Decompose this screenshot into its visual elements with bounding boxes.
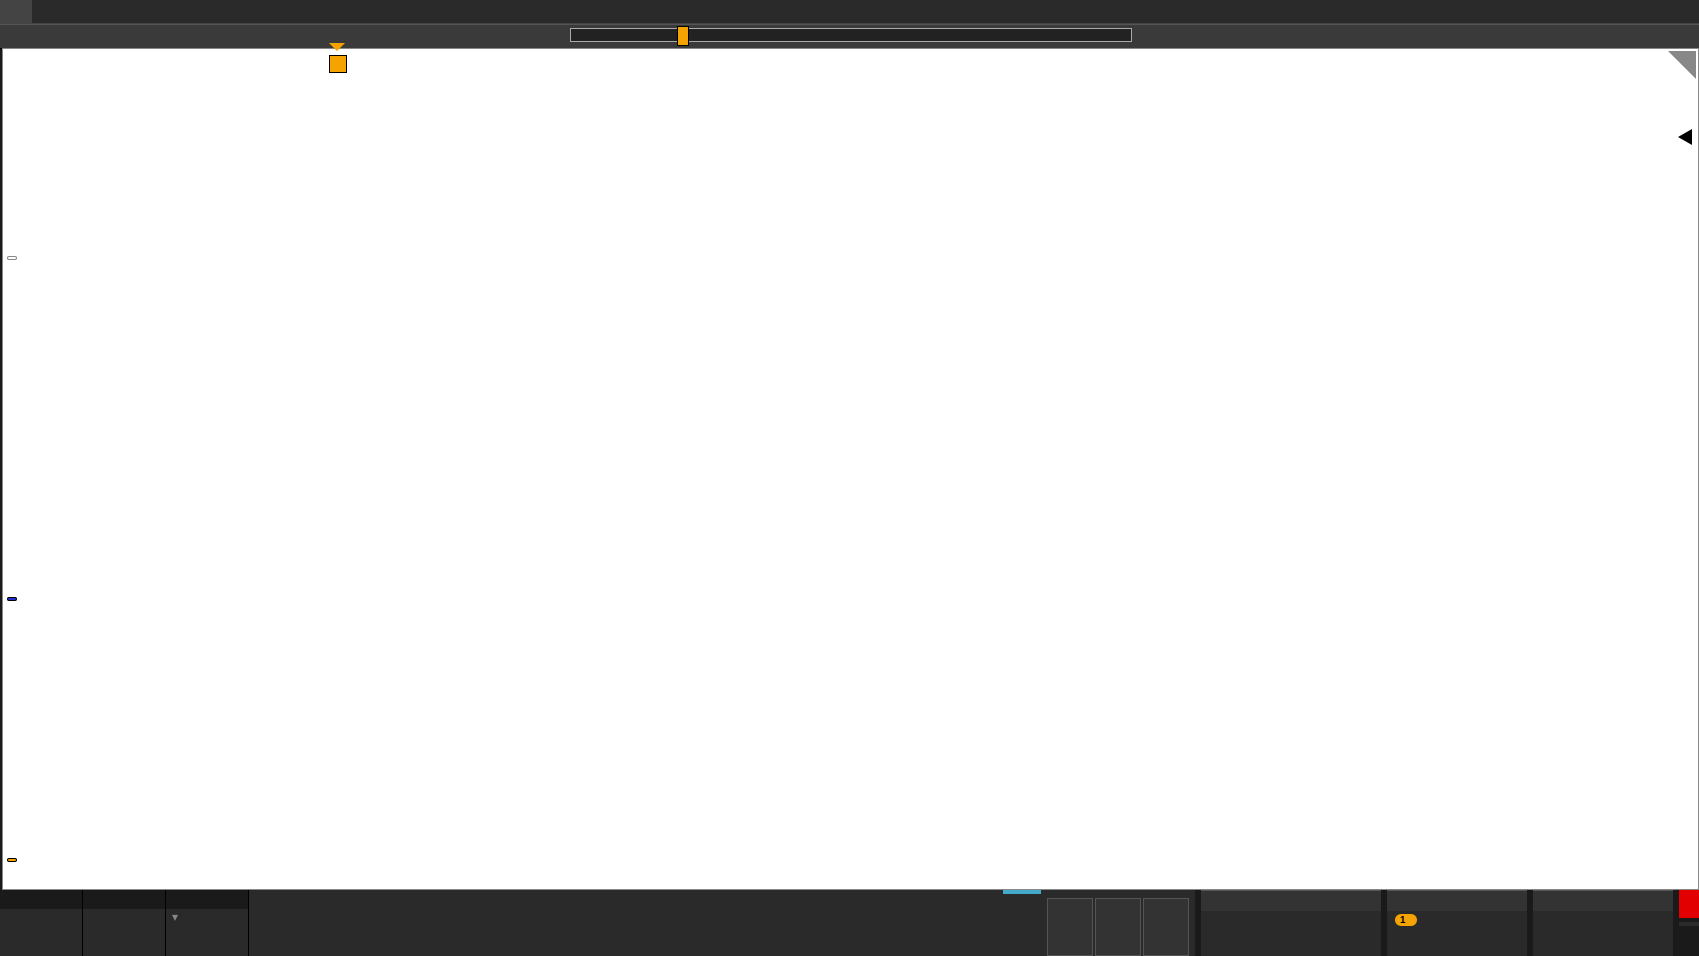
title-bar xyxy=(0,24,1699,49)
corner-indicator xyxy=(1668,51,1696,79)
menu-help[interactable] xyxy=(96,0,128,23)
channel-badge-c1[interactable] xyxy=(7,256,17,260)
overview-handle[interactable] xyxy=(677,26,689,46)
channel-tab-ch1[interactable] xyxy=(0,890,82,909)
trigger-level-arrow[interactable] xyxy=(1678,129,1692,145)
menu-edit[interactable] xyxy=(32,0,64,23)
channel-badge-c3[interactable] xyxy=(7,858,17,862)
waveform-svg xyxy=(3,49,1698,889)
menu-bar xyxy=(0,0,1699,24)
add-math-button[interactable] xyxy=(1047,898,1093,956)
channel-panel-ch1[interactable] xyxy=(0,890,83,956)
trigger-panel[interactable] xyxy=(1387,890,1527,956)
waveform-display[interactable] xyxy=(2,48,1699,890)
menu-utility[interactable] xyxy=(64,0,96,23)
trigger-source-icon xyxy=(1395,914,1417,926)
overview-scrollbar[interactable] xyxy=(570,28,1132,42)
run-status[interactable] xyxy=(1679,890,1699,918)
horizontal-panel[interactable] xyxy=(1201,890,1381,956)
trigger-arrow-icon xyxy=(329,43,345,51)
channel-tab-ch4[interactable] xyxy=(166,890,248,909)
trigger-position-marker[interactable] xyxy=(329,55,347,73)
acquisition-panel[interactable] xyxy=(1533,890,1673,956)
channel-badge-c4[interactable] xyxy=(7,597,17,601)
add-bus-button[interactable] xyxy=(1143,898,1189,956)
channel-tab-ch3[interactable] xyxy=(83,890,165,909)
bottom-panel: ▾ xyxy=(0,890,1699,956)
ch4-bandwidth: ▾ xyxy=(172,910,242,925)
channel-panel-ch3[interactable] xyxy=(83,890,166,956)
menu-file[interactable] xyxy=(0,0,32,23)
measurement-badge[interactable] xyxy=(1003,890,1041,956)
add-ref-button[interactable] xyxy=(1095,898,1141,956)
channel-panel-ch4[interactable]: ▾ xyxy=(166,890,249,956)
datetime-display xyxy=(1679,922,1699,926)
